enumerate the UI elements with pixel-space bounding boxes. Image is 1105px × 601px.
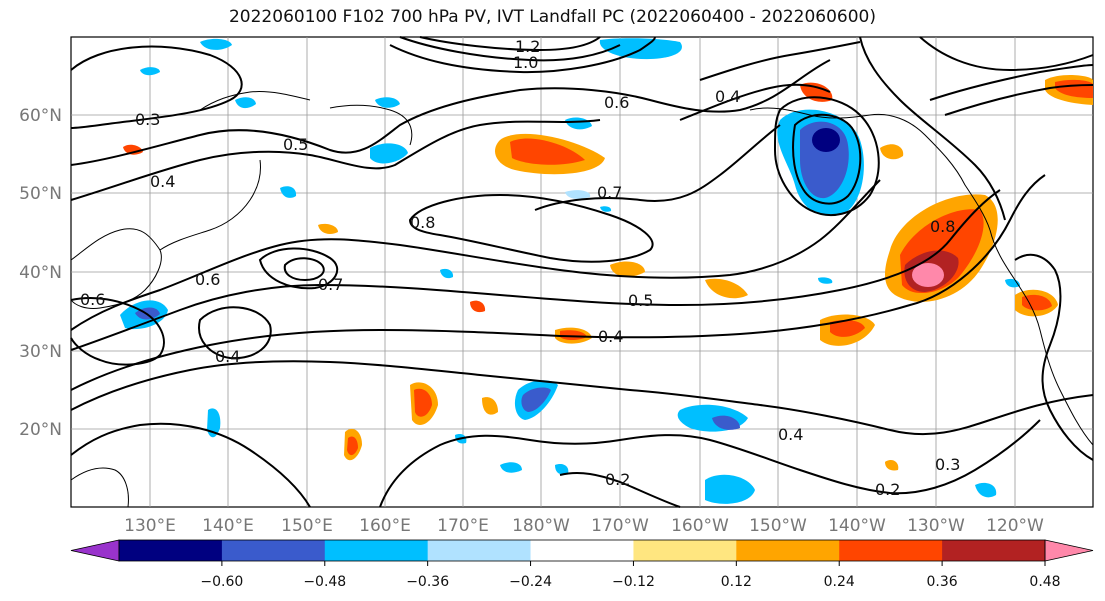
contour-line (919, 36, 1094, 72)
longitude-label: 120°W (986, 516, 1044, 536)
contour-label: 1.2 (515, 37, 540, 56)
contour-label: 0.2 (875, 480, 900, 499)
contour-line (70, 59, 831, 166)
longitude-labels: 130°E 140°E 150°E 160°E 170°E 180°W 170°W 160°W… (124, 516, 1044, 536)
contour-line (70, 119, 601, 201)
colorbar-tick-label: −0.36 (406, 574, 449, 590)
contour-line (70, 360, 1094, 436)
longitude-label: 150°E (281, 516, 333, 536)
contour-line (198, 306, 272, 360)
longitude-label: 160°E (359, 516, 411, 536)
colorbar-segment (839, 540, 943, 561)
colorbar-tick-label: −0.24 (509, 574, 552, 590)
contour-line (70, 45, 243, 129)
contour-label: 0.3 (935, 455, 960, 474)
contour-line (379, 419, 1041, 508)
colorbar-tick-label: 0.48 (1029, 574, 1060, 590)
map-title: 2022060100 F102 700 hPa PV, IVT Landfall… (228, 7, 876, 27)
contour-line (70, 174, 1046, 391)
colorbar-segment (530, 540, 634, 561)
latitude-label: 40°N (19, 263, 62, 283)
contour-label: 0.8 (410, 213, 435, 232)
colorbar-tick-label: 0.12 (721, 574, 752, 590)
longitude-label: 170°E (437, 516, 489, 536)
colorbar-segment (119, 540, 223, 561)
contour-label: 1.0 (513, 53, 538, 72)
colorbar-extend-min (70, 539, 120, 562)
colorbar-tick-label: 0.24 (824, 574, 855, 590)
contour-line (944, 84, 1094, 116)
contour-label: 0.5 (628, 291, 653, 310)
colorbar-segment (324, 540, 429, 561)
pv-contours (70, 36, 1094, 508)
latitude-label: 60°N (19, 106, 62, 126)
contour-line (679, 83, 831, 121)
contour-line (773, 96, 880, 216)
contour-line (792, 113, 862, 205)
longitude-label: 180°W (512, 516, 570, 536)
positive-anomaly-max (912, 263, 944, 287)
contour-label: 0.8 (930, 217, 955, 236)
contour-label: 0.4 (150, 172, 175, 191)
contour-line (70, 189, 1001, 351)
longitude-label: 160°W (671, 516, 729, 536)
contour-line (699, 41, 861, 81)
colorbar-segment (427, 540, 532, 561)
colorbar-tick-label: 0.36 (927, 574, 958, 590)
negative-anomaly-max (812, 128, 840, 152)
contour-label: 0.3 (135, 110, 160, 129)
contour-line (70, 179, 881, 331)
contour-label: 0.2 (605, 470, 630, 489)
contour-label: 0.5 (283, 135, 308, 154)
colorbar-outline (118, 539, 1046, 562)
latitude-label: 50°N (19, 184, 62, 204)
contour-label: 0.4 (598, 327, 623, 346)
contour-line (929, 64, 1094, 101)
longitude-label: 170°W (591, 516, 649, 536)
contour-label: 0.6 (604, 93, 629, 112)
contour-label: 0.6 (80, 290, 105, 309)
contour-line (419, 36, 601, 52)
contour-line (70, 297, 165, 366)
longitude-label: 130°E (124, 516, 176, 536)
contour-label: 0.4 (215, 347, 240, 366)
contour-labels: 0.3 0.4 0.5 0.6 0.7 0.8 1.0 1.2 0.2 0.4 … (80, 37, 960, 499)
colorbar-segment (942, 540, 1046, 561)
longitude-label: 150°W (749, 516, 807, 536)
longitude-label: 140°E (202, 516, 254, 536)
contour-line (70, 422, 311, 508)
contour-line (859, 36, 1006, 221)
latitude-label: 30°N (19, 342, 62, 362)
contour-line (559, 472, 681, 508)
contour-label: 0.4 (715, 87, 740, 106)
colorbar-tick-label: −0.12 (612, 574, 655, 590)
shaded-anomalies (120, 38, 1093, 504)
contour-line (1014, 253, 1094, 461)
contour-label: 0.6 (195, 270, 220, 289)
latitude-labels: 60°N 50°N 40°N 30°N 20°N (19, 106, 62, 440)
coastlines (70, 91, 1094, 508)
colorbar-extend-max (1044, 539, 1094, 562)
contour-line (283, 257, 325, 282)
colorbar-tick-label: −0.60 (200, 574, 243, 590)
contour-line (389, 36, 656, 74)
contour-line (258, 247, 339, 290)
contour-label: 0.7 (318, 275, 343, 294)
colorbar-segment (736, 540, 840, 561)
contour-line (408, 193, 654, 263)
longitude-label: 130°W (907, 516, 965, 536)
contour-line (534, 124, 781, 211)
longitude-label: 140°W (828, 516, 886, 536)
contour-label: 0.7 (597, 183, 622, 202)
colorbar-segment (221, 540, 326, 561)
contour-label: 0.4 (778, 425, 803, 444)
latitude-label: 20°N (19, 420, 62, 440)
colorbar-tick-label: −0.48 (303, 574, 346, 590)
colorbar-segment (633, 540, 737, 561)
colorbar: −0.60 −0.48 −0.36 −0.24 −0.12 0.12 0.24 0.36 0.4… (70, 539, 1094, 590)
contour-line (399, 36, 621, 62)
